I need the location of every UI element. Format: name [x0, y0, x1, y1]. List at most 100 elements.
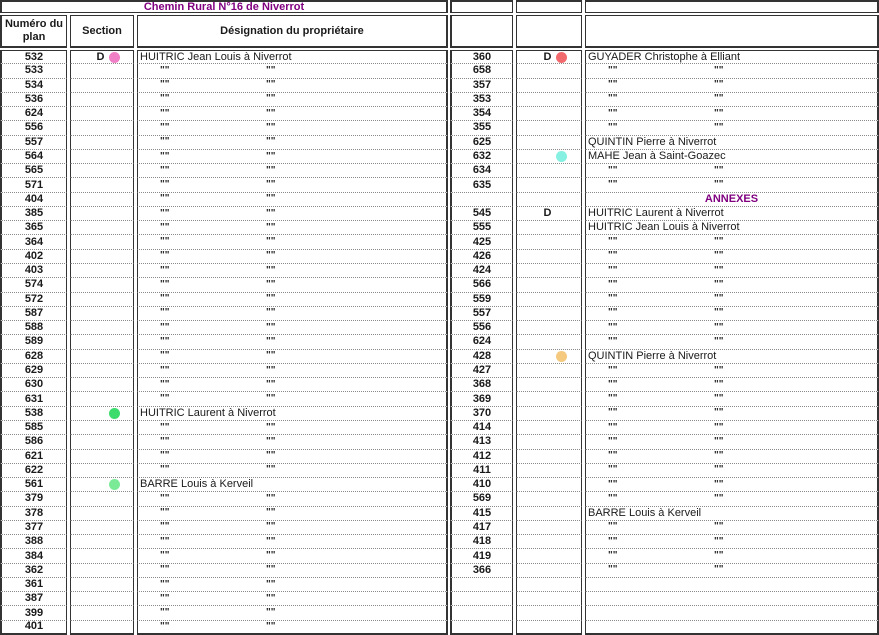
designation-cell[interactable]: "" "" — [137, 520, 448, 536]
plan-cell[interactable]: 545 — [450, 206, 513, 222]
designation-cell[interactable]: "" "" — [585, 235, 879, 250]
plan-cell[interactable]: 370 — [450, 406, 513, 421]
plan-cell[interactable]: 377 — [0, 520, 67, 536]
section-cell[interactable] — [516, 178, 582, 193]
section-cell[interactable] — [70, 249, 134, 265]
designation-cell[interactable]: "" "" — [137, 64, 448, 79]
designation-cell[interactable]: "" "" — [137, 335, 448, 350]
section-cell[interactable] — [70, 577, 134, 593]
designation-cell[interactable]: "" "" — [137, 492, 448, 507]
designation-cell[interactable]: "" "" — [137, 563, 448, 578]
plan-cell[interactable]: 564 — [0, 149, 67, 165]
plan-cell[interactable]: 387 — [0, 592, 67, 607]
section-cell[interactable] — [516, 549, 582, 564]
plan-cell[interactable]: 365 — [0, 221, 67, 236]
section-cell[interactable] — [70, 292, 134, 307]
section-cell[interactable] — [70, 192, 134, 207]
plan-cell[interactable]: 586 — [0, 435, 67, 450]
designation-cell[interactable]: BARRE Louis à Kerveil — [585, 506, 879, 521]
designation-cell[interactable]: "" "" — [585, 406, 879, 421]
section-cell[interactable] — [70, 392, 134, 407]
plan-cell[interactable]: 413 — [450, 435, 513, 450]
plan-cell[interactable]: 404 — [0, 192, 67, 207]
designation-cell[interactable]: "" "" — [585, 478, 879, 493]
plan-cell[interactable]: 565 — [0, 164, 67, 179]
section-cell[interactable]: D — [70, 50, 134, 65]
section-cell[interactable] — [70, 221, 134, 236]
plan-cell[interactable]: 368 — [450, 378, 513, 393]
section-cell[interactable] — [70, 264, 134, 279]
section-cell[interactable] — [70, 164, 134, 179]
section-cell[interactable] — [516, 592, 582, 607]
section-cell[interactable] — [516, 620, 582, 635]
section-cell[interactable] — [516, 64, 582, 79]
designation-cell[interactable]: HUITRIC Jean Louis à Niverrot — [137, 50, 448, 65]
section-cell[interactable] — [516, 221, 582, 236]
section-cell[interactable] — [516, 520, 582, 536]
designation-cell[interactable]: "" "" — [137, 606, 448, 621]
column-header-plan[interactable]: Numéro du plan — [0, 15, 67, 48]
designation-cell[interactable]: "" "" — [137, 449, 448, 464]
plan-cell[interactable]: 415 — [450, 506, 513, 521]
plan-cell[interactable]: 399 — [0, 606, 67, 621]
designation-cell[interactable]: "" "" — [585, 78, 879, 93]
designation-cell[interactable]: "" "" — [137, 92, 448, 108]
designation-cell[interactable]: "" "" — [585, 335, 879, 350]
designation-cell[interactable]: "" "" — [585, 363, 879, 379]
designation-cell[interactable]: "" "" — [137, 121, 448, 136]
designation-cell[interactable]: "" "" — [585, 563, 879, 578]
plan-cell[interactable]: 353 — [450, 92, 513, 108]
designation-cell[interactable]: "" "" — [585, 107, 879, 122]
plan-cell[interactable]: 629 — [0, 363, 67, 379]
designation-cell[interactable]: QUINTIN Pierre à Niverrot — [585, 349, 879, 364]
plan-cell[interactable] — [450, 620, 513, 635]
section-cell[interactable] — [516, 606, 582, 621]
empty-header-cell[interactable] — [585, 15, 879, 48]
designation-cell[interactable]: "" "" — [585, 64, 879, 79]
designation-cell[interactable]: "" "" — [585, 520, 879, 536]
section-cell[interactable] — [516, 492, 582, 507]
section-cell[interactable] — [70, 592, 134, 607]
section-cell[interactable] — [516, 535, 582, 550]
section-cell[interactable] — [70, 321, 134, 336]
plan-cell[interactable]: 354 — [450, 107, 513, 122]
designation-cell[interactable]: "" "" — [585, 463, 879, 479]
empty-header-cell[interactable] — [516, 15, 582, 48]
plan-cell[interactable]: 360 — [450, 50, 513, 65]
section-cell[interactable] — [516, 449, 582, 464]
designation-cell[interactable]: GUYADER Christophe à Elliant — [585, 50, 879, 65]
plan-cell[interactable]: 379 — [0, 492, 67, 507]
section-cell[interactable] — [70, 92, 134, 108]
section-cell[interactable] — [516, 463, 582, 479]
plan-cell[interactable]: 658 — [450, 64, 513, 79]
plan-cell[interactable]: 410 — [450, 478, 513, 493]
plan-cell[interactable]: 532 — [0, 50, 67, 65]
empty-header-cell[interactable] — [450, 15, 513, 48]
designation-cell[interactable]: "" "" — [137, 420, 448, 436]
designation-cell[interactable]: "" "" — [137, 620, 448, 635]
designation-cell[interactable]: "" "" — [137, 192, 448, 207]
section-cell[interactable] — [70, 235, 134, 250]
designation-cell[interactable]: "" "" — [585, 549, 879, 564]
plan-cell[interactable] — [450, 592, 513, 607]
section-cell[interactable] — [516, 249, 582, 265]
plan-cell[interactable]: 425 — [450, 235, 513, 250]
designation-cell[interactable]: "" "" — [137, 178, 448, 193]
designation-cell[interactable]: "" "" — [137, 107, 448, 122]
plan-cell[interactable]: 361 — [0, 577, 67, 593]
designation-cell[interactable]: "" "" — [137, 378, 448, 393]
designation-cell[interactable]: "" "" — [137, 249, 448, 265]
plan-cell[interactable]: 625 — [450, 135, 513, 150]
section-cell[interactable] — [70, 78, 134, 93]
designation-cell[interactable]: "" "" — [137, 506, 448, 521]
section-cell[interactable] — [516, 164, 582, 179]
designation-cell[interactable]: "" "" — [137, 235, 448, 250]
section-cell[interactable] — [516, 306, 582, 322]
designation-cell[interactable]: "" "" — [585, 492, 879, 507]
designation-cell[interactable]: "" "" — [137, 592, 448, 607]
designation-cell[interactable]: "" "" — [585, 306, 879, 322]
designation-cell[interactable]: HUITRIC Jean Louis à Niverrot — [585, 221, 879, 236]
plan-cell[interactable]: 557 — [450, 306, 513, 322]
section-cell[interactable] — [70, 149, 134, 165]
section-cell[interactable] — [516, 563, 582, 578]
